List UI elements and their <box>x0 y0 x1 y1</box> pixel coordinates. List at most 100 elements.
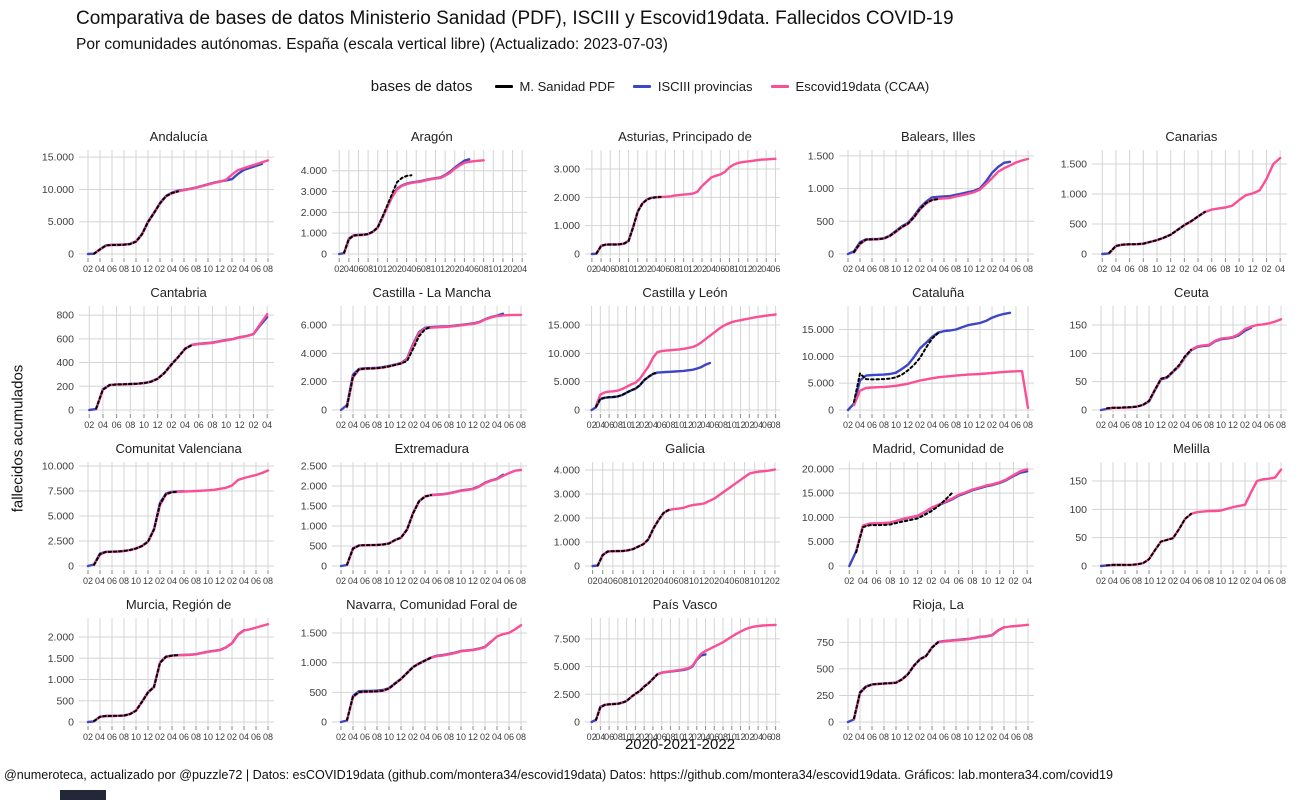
svg-text:06: 06 <box>432 732 442 742</box>
svg-text:10: 10 <box>689 576 699 586</box>
svg-text:4.000: 4.000 <box>301 348 327 360</box>
line-sanidad <box>93 190 179 255</box>
line-escovid <box>852 369 1029 410</box>
line-sanidad <box>597 509 670 567</box>
svg-text:02: 02 <box>692 732 702 742</box>
svg-text:06: 06 <box>469 264 479 274</box>
svg-text:08: 08 <box>263 732 273 742</box>
svg-text:02: 02 <box>336 420 346 430</box>
facet-title: Murcia, Región de <box>125 597 232 612</box>
legend-item-sanidad: M. Sanidad PDF <box>494 79 615 94</box>
svg-text:1.000: 1.000 <box>48 674 74 686</box>
svg-text:04: 04 <box>1180 420 1190 430</box>
svg-text:12: 12 <box>215 264 225 274</box>
facet-galicia: Galicia 02 04 06 08 10 12 02 04 06 08 10 12 02 04 06 08 1… <box>538 440 791 592</box>
facet-title: Castilla y León <box>642 285 728 300</box>
facet-title: Balears, Illes <box>900 129 976 144</box>
facet-plot: 02 04 06 08 10 12 02 04 06 08 10 12 02 04 06 0805001.00… <box>48 618 274 742</box>
svg-text:06: 06 <box>1011 420 1021 430</box>
svg-text:1.500: 1.500 <box>301 501 327 513</box>
facet-title: Rioja, La <box>912 597 964 612</box>
line-escovid <box>92 623 270 723</box>
line-escovid <box>1105 468 1282 567</box>
svg-text:04: 04 <box>167 264 177 274</box>
facet-cataluna: Cataluña 02 04 06 08 10 12 02 04 06 08 10 12 02 04 06 08… <box>792 284 1045 436</box>
svg-text:12: 12 <box>468 420 478 430</box>
page-subtitle: Por comunidades autónomas. España (escal… <box>76 36 668 53</box>
svg-text:02: 02 <box>843 732 853 742</box>
svg-text:08: 08 <box>1132 420 1142 430</box>
facet-navarra: Navarra, Comunidad Foral de 02 04 06 08 10 12 0… <box>285 596 538 748</box>
svg-text:06: 06 <box>604 420 614 430</box>
svg-text:08: 08 <box>191 732 201 742</box>
svg-text:06: 06 <box>771 264 781 274</box>
svg-text:06: 06 <box>112 420 122 430</box>
svg-text:0: 0 <box>828 717 834 729</box>
svg-text:12: 12 <box>468 576 478 586</box>
line-escovid <box>1105 318 1282 411</box>
svg-text:02: 02 <box>588 576 598 586</box>
line-escovid <box>595 313 778 408</box>
svg-text:02: 02 <box>697 264 707 274</box>
legend-item-escovid: Escovid19data (CCAA) <box>770 79 929 94</box>
svg-text:12: 12 <box>143 576 153 586</box>
svg-text:06: 06 <box>661 264 671 274</box>
svg-text:3.000: 3.000 <box>554 489 580 501</box>
svg-text:02: 02 <box>227 576 237 586</box>
svg-text:0: 0 <box>575 249 581 261</box>
svg-text:02: 02 <box>166 420 176 430</box>
svg-text:08: 08 <box>1138 264 1148 274</box>
facet-plot: 02 04 06 08 10 12 02 04 06 08 10 12 02 04 06 0805010015… <box>1069 306 1287 430</box>
svg-text:0: 0 <box>68 561 74 573</box>
svg-text:04: 04 <box>1108 420 1118 430</box>
svg-text:08: 08 <box>1023 420 1033 430</box>
svg-text:02: 02 <box>450 264 460 274</box>
facet-extremadura: Extremadura 02 04 06 08 10 12 02 04 06 08 10 12 02 04 0… <box>285 440 538 592</box>
svg-text:06: 06 <box>657 732 667 742</box>
svg-text:12: 12 <box>736 732 746 742</box>
svg-text:10: 10 <box>679 264 689 274</box>
svg-text:02: 02 <box>710 576 720 586</box>
facet-title: Cataluña <box>912 285 965 300</box>
facet-balears: Balears, Illes 02 04 06 08 10 12 02 04 06 08 10 12 02… <box>792 128 1045 280</box>
svg-text:08: 08 <box>191 576 201 586</box>
svg-text:02: 02 <box>1261 264 1271 274</box>
svg-text:06: 06 <box>1264 420 1274 430</box>
svg-text:2.000: 2.000 <box>301 481 327 493</box>
svg-text:2.000: 2.000 <box>554 513 580 525</box>
svg-text:02: 02 <box>408 576 418 586</box>
svg-text:06: 06 <box>604 732 614 742</box>
facet-title: Cantabria <box>150 285 207 300</box>
svg-text:04: 04 <box>402 264 412 274</box>
line-isciii <box>339 640 493 724</box>
svg-text:06: 06 <box>1120 576 1130 586</box>
svg-text:02: 02 <box>649 576 659 586</box>
facet-plot: 02 04 06 08 10 12 02 04 06 08 10 12 02 0405.00010.000… <box>801 462 1034 586</box>
svg-text:20.000: 20.000 <box>801 463 833 475</box>
svg-text:12: 12 <box>498 264 508 274</box>
svg-text:04: 04 <box>239 576 249 586</box>
facet-title: Andalucía <box>149 129 208 144</box>
svg-text:04: 04 <box>492 732 502 742</box>
facet-title: Ceuta <box>1174 285 1209 300</box>
facet-castilla_y_leon: Castilla y León 02 04 06 08 10 12 02 04 06 08 10 12 0… <box>538 284 791 436</box>
svg-text:1.000: 1.000 <box>301 521 327 533</box>
svg-text:3.000: 3.000 <box>301 186 327 198</box>
svg-text:12: 12 <box>903 732 913 742</box>
svg-text:10: 10 <box>734 264 744 274</box>
svg-text:10.000: 10.000 <box>548 348 580 360</box>
svg-text:06: 06 <box>867 732 877 742</box>
svg-text:06: 06 <box>504 420 514 430</box>
line-sanidad <box>1105 512 1192 567</box>
svg-text:15.000: 15.000 <box>548 320 580 332</box>
svg-text:04: 04 <box>167 576 177 586</box>
svg-text:04: 04 <box>344 264 354 274</box>
facet-pais_vasco: País Vasco 02 04 06 08 10 12 02 04 06 08 10 12 02 04 06… <box>538 596 791 748</box>
svg-text:02: 02 <box>987 264 997 274</box>
chart-legend: bases de datos M. Sanidad PDF ISCIII prov… <box>0 78 1300 95</box>
svg-text:04: 04 <box>999 732 1009 742</box>
svg-text:12: 12 <box>143 732 153 742</box>
line-sanidad <box>595 371 659 408</box>
svg-text:10: 10 <box>1234 264 1244 274</box>
